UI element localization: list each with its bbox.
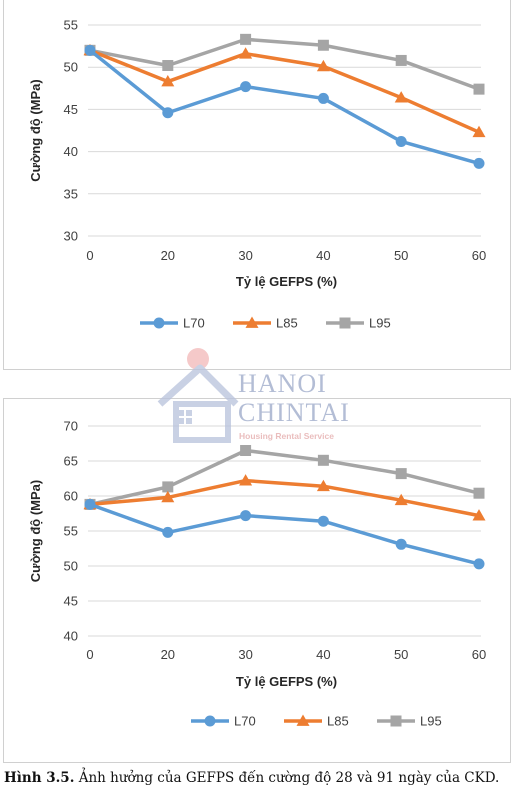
x-axis-title: Tỷ lệ GEFPS (%) bbox=[236, 274, 337, 289]
data-point-l70 bbox=[317, 92, 329, 104]
x-tick-label: 40 bbox=[316, 647, 330, 662]
x-tick-label: 50 bbox=[394, 248, 408, 263]
data-point-l95 bbox=[240, 33, 252, 45]
data-point-l70 bbox=[84, 44, 96, 56]
series-line-l70 bbox=[88, 48, 481, 166]
y-tick-label: 45 bbox=[64, 102, 78, 117]
legend-marker-l85 bbox=[245, 316, 259, 328]
data-point-l95 bbox=[473, 83, 485, 95]
data-point-l85 bbox=[316, 479, 330, 492]
watermark-line1: HANOI bbox=[238, 369, 327, 398]
y-axis-title: Cường độ (MPa) bbox=[28, 79, 43, 181]
legend-label-l85: L85 bbox=[327, 714, 349, 729]
legend-label-l70: L70 bbox=[183, 316, 205, 331]
data-point-l95 bbox=[162, 60, 174, 72]
data-point-l85 bbox=[472, 125, 486, 138]
data-point-l70 bbox=[473, 558, 485, 570]
y-tick-label: 55 bbox=[64, 524, 78, 539]
data-point-l95 bbox=[317, 454, 329, 466]
data-point-l70 bbox=[162, 526, 174, 538]
y-tick-label: 50 bbox=[64, 60, 78, 75]
data-point-l85 bbox=[394, 493, 408, 506]
data-point-l95 bbox=[162, 481, 174, 493]
data-point-l70 bbox=[240, 510, 252, 522]
series-line-l95 bbox=[88, 448, 481, 507]
x-tick-label: 0 bbox=[86, 248, 93, 263]
data-point-l70 bbox=[317, 515, 329, 527]
y-tick-label: 40 bbox=[64, 629, 78, 644]
legend-label-l85: L85 bbox=[276, 316, 298, 331]
data-point-l70 bbox=[395, 135, 407, 147]
data-point-l70 bbox=[473, 157, 485, 169]
data-point-l95 bbox=[317, 39, 329, 51]
x-tick-label: 40 bbox=[316, 248, 330, 263]
caption-label: Hình 3.5. bbox=[4, 770, 75, 786]
caption-text: Ảnh hưởng của GEFPS đến cường độ 28 và 9… bbox=[74, 770, 500, 786]
data-point-l95 bbox=[473, 487, 485, 499]
x-tick-label: 30 bbox=[238, 647, 252, 662]
data-point-l70 bbox=[395, 538, 407, 550]
y-axis-title: Cường độ (MPa) bbox=[28, 480, 43, 582]
data-point-l95 bbox=[395, 54, 407, 66]
data-point-l85 bbox=[239, 474, 253, 486]
y-tick-label: 35 bbox=[64, 186, 78, 201]
y-tick-label: 60 bbox=[64, 489, 78, 504]
y-tick-label: 50 bbox=[64, 559, 78, 574]
data-point-l70 bbox=[240, 81, 252, 93]
chart-panel-bottom: 40 45 50 55 60 65 70 0 20 30 40 50 60 Tỷ lệ GEFPS (%)… bbox=[3, 398, 511, 763]
y-tick-label: 45 bbox=[64, 594, 78, 609]
legend-marker-l95 bbox=[390, 715, 402, 727]
series-line-l95 bbox=[88, 37, 481, 91]
x-tick-label: 30 bbox=[238, 248, 252, 263]
x-tick-label: 20 bbox=[161, 647, 175, 662]
data-point-l85 bbox=[239, 47, 253, 59]
legend-label-l95: L95 bbox=[420, 714, 442, 729]
legend-marker-l70 bbox=[153, 317, 165, 329]
data-point-l85 bbox=[394, 91, 408, 103]
y-tick-label: 30 bbox=[64, 229, 78, 244]
x-tick-label: 60 bbox=[472, 248, 486, 263]
legend-label-l70: L70 bbox=[234, 714, 256, 729]
legend-marker-l95 bbox=[339, 317, 351, 329]
data-point-l85 bbox=[316, 59, 330, 72]
x-tick-label: 20 bbox=[161, 248, 175, 263]
data-point-l95 bbox=[240, 445, 252, 456]
x-tick-label: 0 bbox=[86, 647, 93, 662]
legend-marker-l85 bbox=[296, 714, 310, 726]
data-point-l95 bbox=[395, 468, 407, 480]
y-tick-label: 65 bbox=[64, 454, 78, 469]
y-tick-label: 55 bbox=[64, 18, 78, 33]
figure-caption: Hình 3.5. Ảnh hưởng của GEFPS đến cường … bbox=[4, 770, 514, 786]
data-point-l85 bbox=[161, 75, 175, 87]
chart-bottom-svg: 40 45 50 55 60 65 70 0 20 30 40 50 60 Tỷ lệ GEFPS (%)… bbox=[28, 419, 486, 729]
legend-label-l95: L95 bbox=[369, 316, 391, 331]
x-tick-label: 60 bbox=[472, 647, 486, 662]
x-axis-title: Tỷ lệ GEFPS (%) bbox=[236, 674, 337, 689]
series-line-l85 bbox=[88, 48, 481, 134]
chart-top-svg: 30 35 40 45 50 55 0 20 30 40 50 60 Tỷ lệ GEFPS (%) Cư… bbox=[28, 18, 486, 331]
y-tick-label: 40 bbox=[64, 144, 78, 159]
series-line-l70 bbox=[88, 502, 481, 566]
legend-marker-l70 bbox=[204, 715, 216, 727]
series-line-l85 bbox=[88, 478, 481, 518]
chart-panel-top: 30 35 40 45 50 55 0 20 30 40 50 60 Tỷ lệ GEFPS (%) Cư… bbox=[3, 0, 511, 370]
data-point-l70 bbox=[162, 107, 174, 119]
data-point-l85 bbox=[161, 490, 175, 503]
y-tick-label: 70 bbox=[64, 419, 78, 434]
data-point-l70 bbox=[84, 498, 96, 510]
data-point-l85 bbox=[472, 509, 486, 521]
x-tick-label: 50 bbox=[394, 647, 408, 662]
